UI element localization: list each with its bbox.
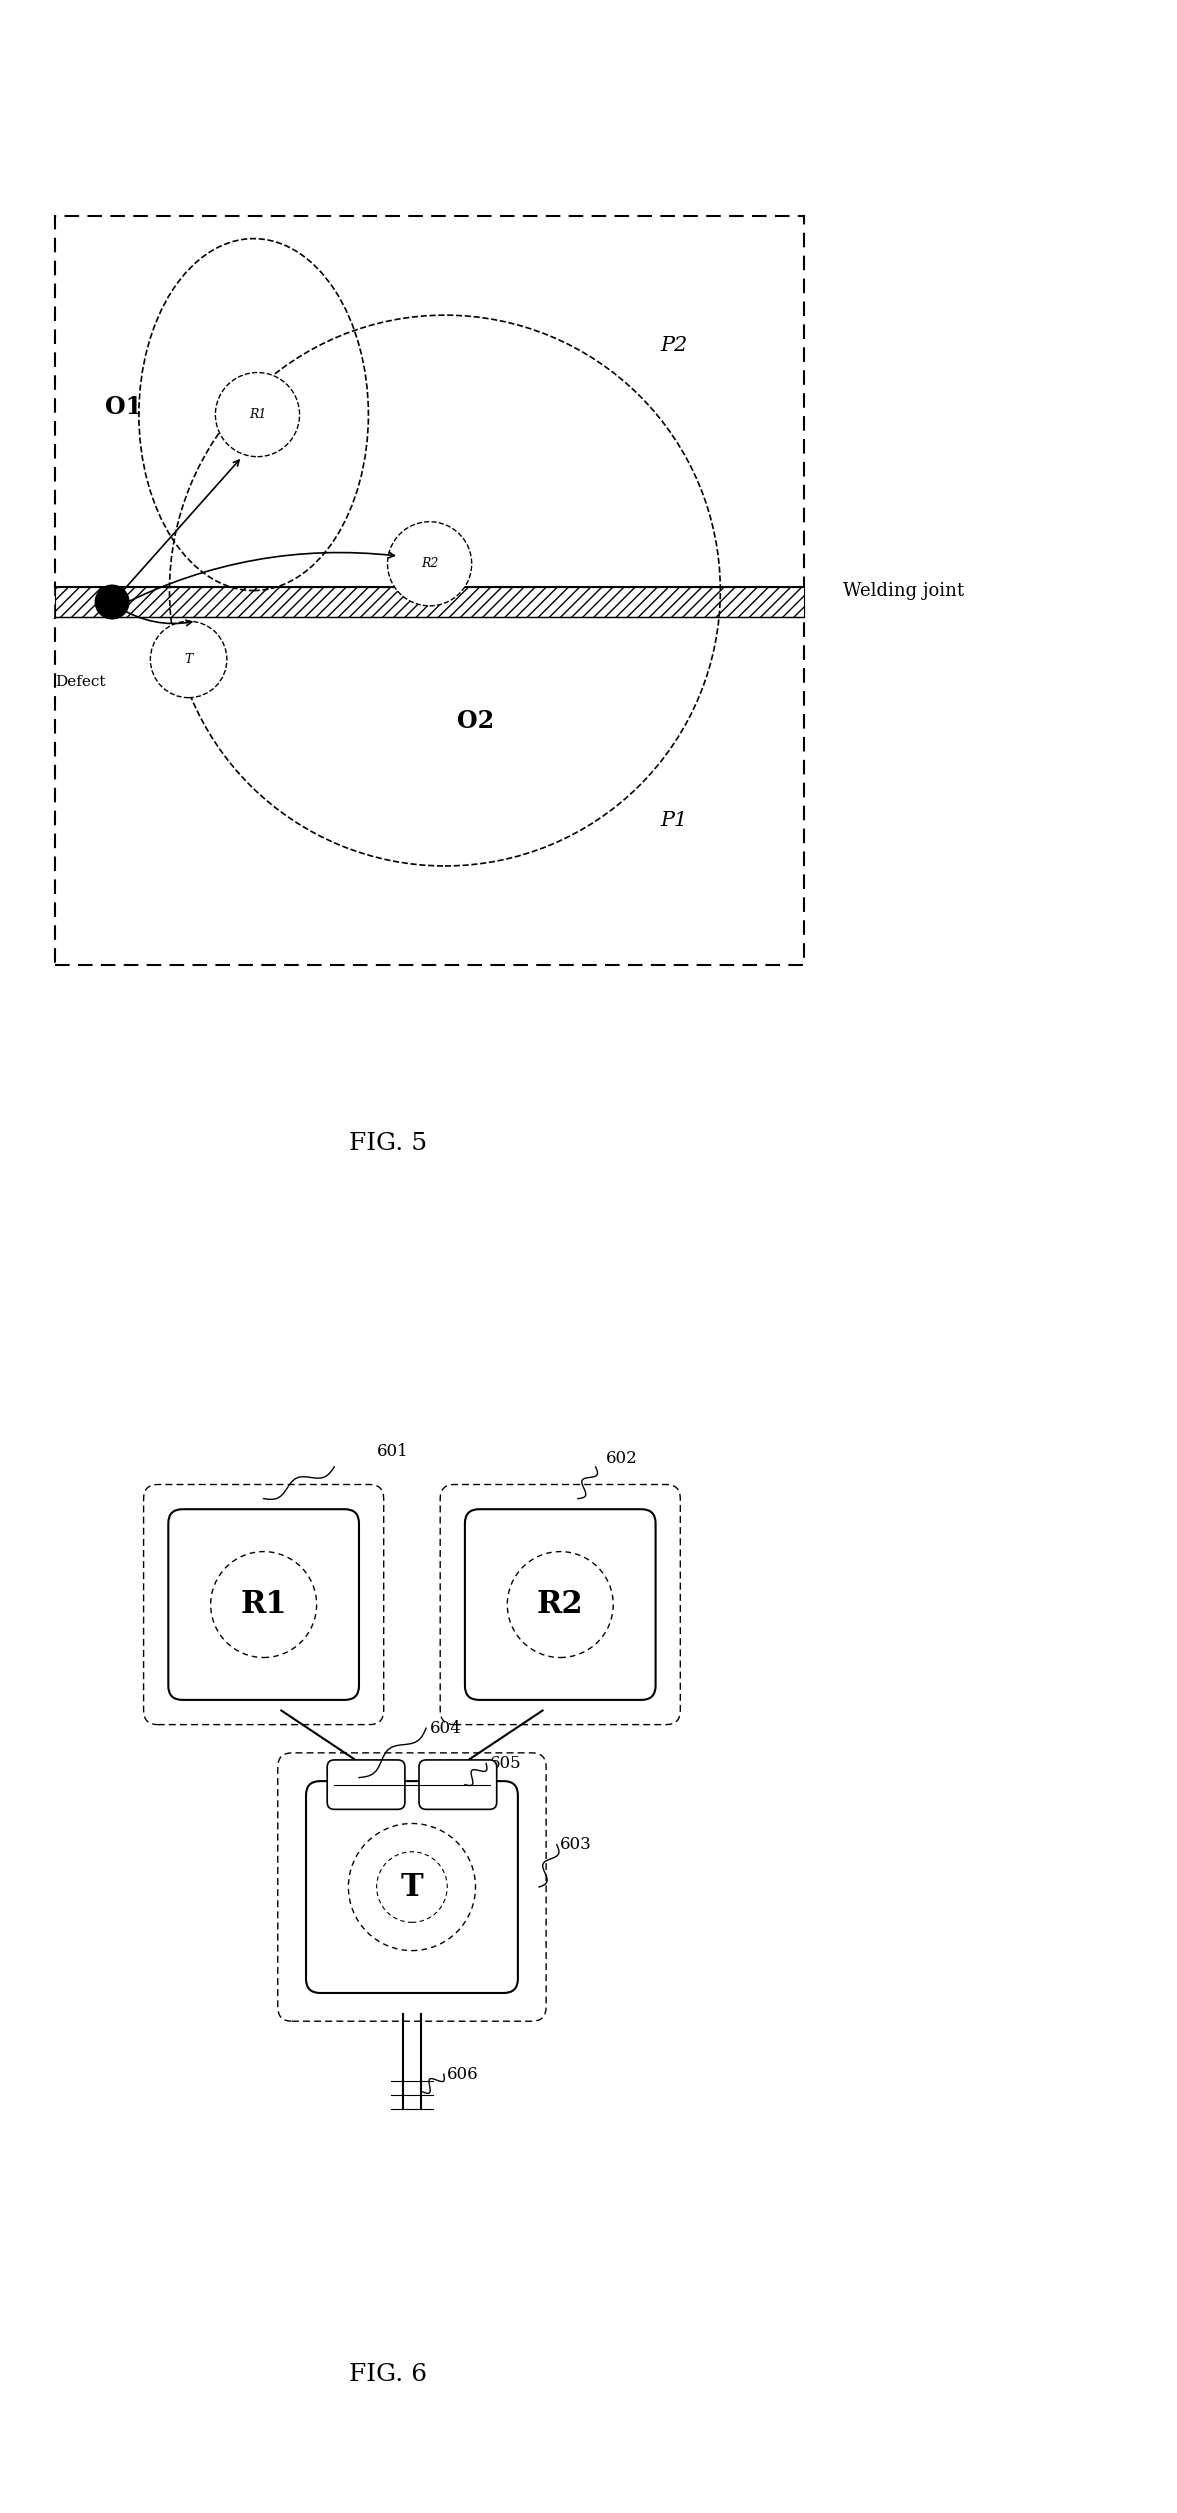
Text: R1: R1 — [240, 1588, 287, 1621]
Text: O2: O2 — [457, 709, 494, 734]
Text: FIG. 5: FIG. 5 — [350, 1131, 427, 1156]
Circle shape — [95, 586, 129, 618]
FancyBboxPatch shape — [306, 1782, 518, 1993]
Bar — [54, 586, 805, 618]
Circle shape — [387, 523, 472, 606]
Text: 603: 603 — [560, 1837, 592, 1852]
Circle shape — [348, 1824, 476, 1950]
FancyBboxPatch shape — [440, 1485, 680, 1724]
Text: T: T — [185, 653, 193, 666]
Text: O1: O1 — [105, 395, 142, 420]
Circle shape — [151, 621, 227, 699]
Text: 601: 601 — [377, 1442, 408, 1460]
Circle shape — [211, 1551, 317, 1659]
FancyBboxPatch shape — [465, 1510, 656, 1699]
Text: 606: 606 — [447, 2066, 479, 2083]
FancyBboxPatch shape — [419, 1759, 497, 1809]
FancyBboxPatch shape — [168, 1510, 359, 1699]
Text: Welding joint: Welding joint — [843, 581, 964, 601]
Text: FIG. 6: FIG. 6 — [350, 2362, 427, 2387]
Text: 604: 604 — [430, 1719, 461, 1736]
Text: R2: R2 — [421, 558, 438, 570]
Text: Defect: Defect — [54, 676, 105, 689]
Circle shape — [507, 1551, 613, 1659]
Text: R2: R2 — [537, 1588, 584, 1621]
Text: P1: P1 — [660, 812, 689, 829]
FancyBboxPatch shape — [144, 1485, 384, 1724]
FancyBboxPatch shape — [278, 1754, 546, 2020]
Text: 602: 602 — [606, 1450, 638, 1468]
Circle shape — [215, 372, 300, 457]
Text: R1: R1 — [248, 407, 266, 422]
Text: 605: 605 — [490, 1754, 521, 1772]
Text: P2: P2 — [660, 337, 689, 354]
Circle shape — [377, 1852, 447, 1922]
FancyBboxPatch shape — [327, 1759, 405, 1809]
Text: T: T — [400, 1872, 424, 1902]
